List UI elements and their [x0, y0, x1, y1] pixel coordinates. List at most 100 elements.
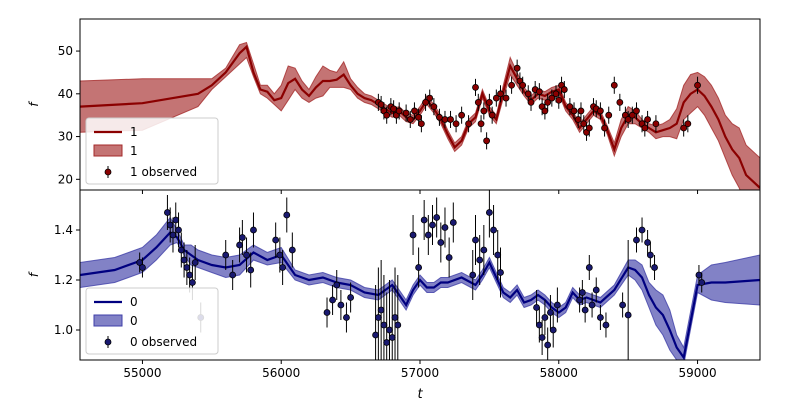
- observed-point: [323, 309, 331, 316]
- top-panel: 20 30 40 50 f 1 1 1 observed: [27, 18, 761, 194]
- observed-point: [250, 226, 257, 234]
- observed-point: [420, 216, 428, 224]
- observed-point: [465, 120, 472, 128]
- legend-point-swatch: [104, 168, 112, 176]
- observed-point: [477, 120, 485, 128]
- observed-point: [480, 246, 488, 254]
- observed-point: [394, 321, 402, 329]
- observed-point: [592, 286, 600, 294]
- observed-point: [139, 264, 146, 271]
- x-tick-label: 59000: [678, 366, 716, 380]
- observed-point: [449, 219, 457, 226]
- legend-point-swatch: [104, 338, 112, 346]
- observed-point: [395, 107, 403, 115]
- observed-point: [638, 226, 646, 234]
- observed-point: [570, 107, 578, 115]
- observed-point: [538, 334, 546, 341]
- observed-point: [474, 98, 482, 106]
- observed-point: [624, 116, 632, 123]
- observed-point: [390, 105, 398, 113]
- observed-point: [238, 234, 246, 241]
- legend-band-swatch: [93, 314, 123, 327]
- plot-area: [80, 41, 760, 190]
- observed-point: [597, 314, 604, 321]
- observed-point: [472, 236, 479, 244]
- observed-point: [191, 259, 199, 266]
- observed-point: [426, 94, 434, 102]
- observed-point: [581, 306, 589, 314]
- observed-point: [169, 231, 177, 239]
- observed-point: [247, 266, 255, 274]
- observed-point: [519, 81, 527, 89]
- observed-point: [574, 116, 582, 123]
- observed-point: [624, 311, 632, 319]
- observed-point: [383, 111, 391, 119]
- observed-point: [222, 251, 230, 259]
- observed-point: [485, 209, 493, 216]
- observed-point: [333, 281, 341, 289]
- observed-point: [547, 309, 554, 316]
- observed-point: [447, 116, 454, 123]
- observed-point: [406, 116, 414, 123]
- observed-point: [436, 113, 443, 121]
- observed-point: [644, 239, 651, 246]
- observed-point: [272, 236, 280, 244]
- observed-point: [597, 107, 604, 115]
- observed-point: [276, 251, 284, 259]
- observed-point: [409, 231, 417, 239]
- observed-point: [164, 209, 171, 216]
- observed-point: [494, 251, 502, 259]
- observed-point: [502, 94, 510, 102]
- observed-point: [415, 264, 423, 271]
- x-tick-label: 55000: [123, 366, 161, 380]
- legend-points-label: 1 observed: [130, 165, 197, 179]
- observed-point: [633, 236, 640, 244]
- observed-point: [415, 113, 423, 121]
- observed-point: [283, 211, 291, 219]
- observed-point: [288, 246, 296, 254]
- observed-point: [279, 264, 287, 271]
- observed-point: [386, 326, 393, 334]
- observed-point: [229, 271, 237, 279]
- observed-point: [402, 109, 410, 117]
- observed-point: [388, 334, 396, 341]
- observed-point: [497, 269, 504, 276]
- observed-point: [566, 103, 574, 111]
- observed-point: [433, 214, 441, 221]
- observed-point: [641, 124, 649, 132]
- observed-point: [417, 120, 425, 128]
- observed-point: [377, 306, 385, 314]
- legend-points-label: 0 observed: [130, 335, 197, 349]
- observed-point: [610, 81, 618, 89]
- x-tick-label: 57000: [401, 366, 439, 380]
- observed-point: [616, 98, 624, 106]
- observed-point: [483, 137, 491, 145]
- observed-point: [548, 94, 556, 102]
- observed-point: [576, 296, 583, 304]
- observed-point: [437, 239, 445, 246]
- y-tick-label: 1.4: [54, 223, 73, 237]
- legend-frame: [85, 117, 219, 185]
- observed-point: [488, 111, 496, 119]
- observed-point: [541, 107, 549, 115]
- observed-point: [628, 111, 636, 119]
- observed-point: [177, 246, 185, 254]
- observed-point: [577, 107, 585, 115]
- observed-point: [695, 271, 703, 279]
- uncertainty-band: [80, 216, 760, 360]
- observed-point: [243, 251, 250, 259]
- observed-point: [694, 81, 701, 89]
- y-axis-label: f: [27, 271, 41, 277]
- observed-point: [588, 301, 596, 309]
- y-tick-label: 1.0: [54, 323, 73, 337]
- observed-point: [585, 264, 593, 271]
- legend: 0 0 0 observed: [85, 287, 219, 355]
- x-tick-label: 58000: [540, 366, 578, 380]
- y-tick-label: 1.2: [54, 273, 73, 287]
- observed-point: [377, 101, 385, 108]
- observed-point: [430, 103, 438, 111]
- observed-point: [535, 88, 543, 96]
- observed-point: [411, 107, 418, 115]
- observed-point: [441, 224, 449, 231]
